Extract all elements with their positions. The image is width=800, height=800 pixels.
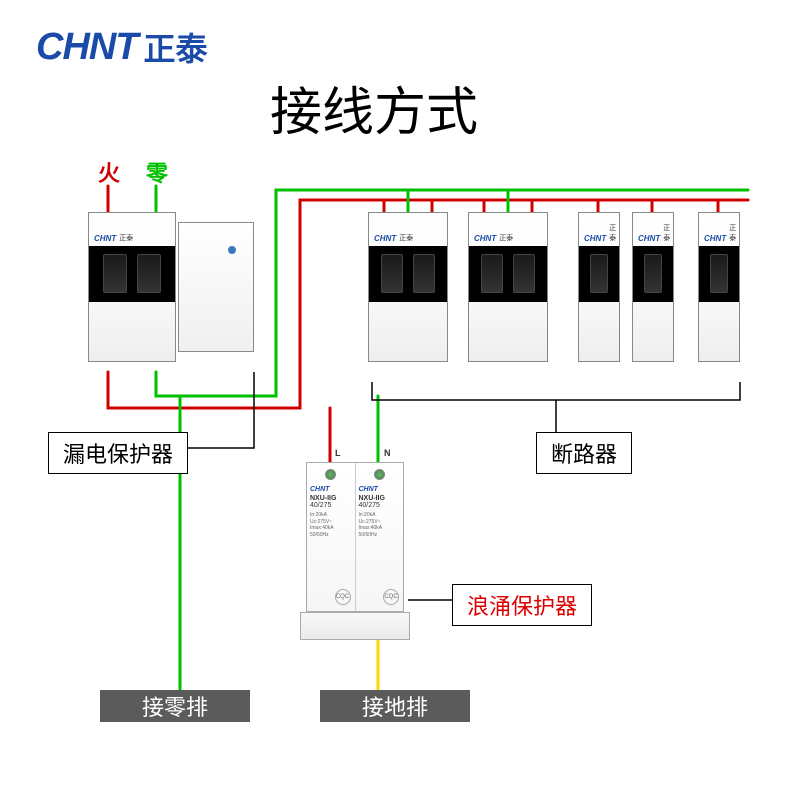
wiring-diagram xyxy=(0,0,800,800)
circuit-breaker-4: CHNT正泰 xyxy=(698,212,740,362)
cert-icon: CQC xyxy=(335,589,351,605)
spd-window-icon xyxy=(374,469,385,480)
rcd-module xyxy=(178,222,254,352)
spd-l-label: L xyxy=(335,448,341,458)
surge-protector: CHNT NXU-IIG 40/275 In:20kAUc:275V~Imax:… xyxy=(306,462,404,612)
spd-base xyxy=(300,612,410,640)
breaker-bracket xyxy=(372,382,740,432)
ground-bus-bar: 接地排 xyxy=(320,690,470,722)
rcd-breaker: CHNT正泰 xyxy=(88,212,176,362)
spd-window-icon xyxy=(325,469,336,480)
spd-label: 浪涌保护器 xyxy=(452,584,592,626)
circuit-breaker-1: CHNT正泰 xyxy=(468,212,548,362)
spd-specs: In:20kAUc:275V~Imax:40kA50/60Hz xyxy=(310,512,352,538)
spd-n-label: N xyxy=(384,448,391,458)
spd-module-l: CHNT NXU-IIG 40/275 In:20kAUc:275V~Imax:… xyxy=(307,463,356,611)
cert-icon: CQC xyxy=(383,589,399,605)
spd-module-n: CHNT NXU-IIG 40/275 In:20kAUc:275V~Imax:… xyxy=(356,463,404,611)
breakers-label: 断路器 xyxy=(536,432,632,474)
rcd-label: 漏电保护器 xyxy=(48,432,188,474)
circuit-breaker-3: CHNT正泰 xyxy=(632,212,674,362)
rcd-indicator xyxy=(228,246,236,254)
neutral-bus-bar: 接零排 xyxy=(100,690,250,722)
spd-specs: In:20kAUc:275V~Imax:40kA50/60Hz xyxy=(359,512,401,538)
circuit-breaker-2: CHNT正泰 xyxy=(578,212,620,362)
circuit-breaker-0: CHNT正泰 xyxy=(368,212,448,362)
